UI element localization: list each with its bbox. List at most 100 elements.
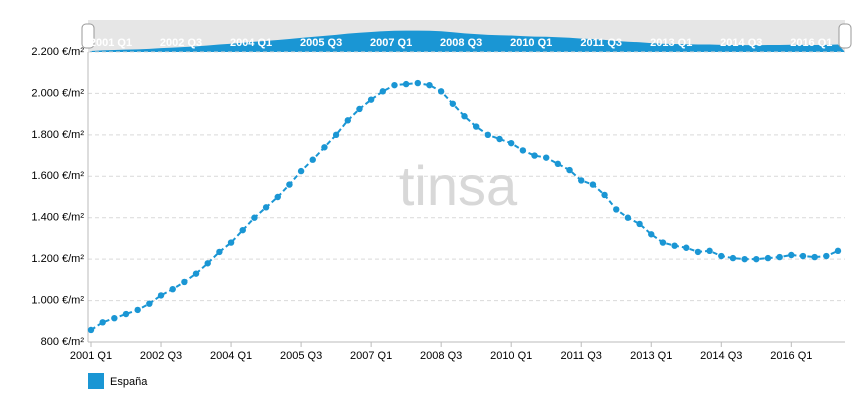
- data-point: [286, 181, 293, 188]
- data-point: [192, 270, 200, 277]
- data-point: [694, 248, 702, 256]
- navigator-label: 2014 Q3: [720, 37, 762, 49]
- data-point: [204, 260, 211, 267]
- data-point: [671, 242, 678, 249]
- x-tick-label: 2013 Q1: [630, 350, 672, 362]
- navigator-label: 2008 Q3: [440, 37, 482, 49]
- data-point: [496, 135, 503, 143]
- data-point: [414, 79, 422, 87]
- x-tick-label: 2010 Q1: [490, 350, 532, 362]
- data-point: [823, 252, 830, 260]
- data-point: [764, 254, 772, 262]
- data-point: [753, 255, 760, 263]
- y-tick-label: 1.400 €/m²: [31, 212, 84, 224]
- data-point: [146, 300, 153, 307]
- navigator-label: 2005 Q3: [300, 37, 342, 49]
- data-point: [589, 181, 597, 188]
- data-point: [122, 310, 130, 318]
- data-point: [426, 81, 433, 89]
- data-point: [87, 326, 95, 334]
- data-point: [729, 254, 737, 262]
- data-point: [111, 314, 118, 322]
- data-point: [461, 113, 468, 120]
- x-tick-label: 2005 Q3: [280, 350, 322, 362]
- data-point: [788, 251, 795, 259]
- navigator-area: [88, 30, 845, 52]
- data-point: [134, 306, 141, 314]
- data-point: [507, 139, 515, 147]
- legend-label: España: [110, 376, 148, 388]
- navigator-label: 2011 Q3: [580, 37, 622, 49]
- data-point: [578, 177, 585, 184]
- x-tick-label: 2016 Q1: [770, 350, 812, 362]
- navigator-label: 2010 Q1: [510, 37, 552, 49]
- x-tick-label: 2008 Q3: [420, 350, 462, 362]
- navigator-label: 2007 Q1: [370, 37, 412, 49]
- data-point: [554, 160, 562, 168]
- data-point: [251, 214, 258, 221]
- navigator-label: 2002 Q3: [160, 37, 202, 49]
- data-point: [321, 144, 328, 151]
- data-point: [367, 96, 375, 103]
- data-point: [99, 319, 106, 326]
- data-point: [624, 214, 632, 221]
- data-point: [683, 244, 690, 251]
- x-tick-label: 2014 Q3: [700, 350, 742, 362]
- x-tick-label: 2007 Q1: [350, 350, 392, 362]
- data-point: [239, 226, 246, 234]
- navigator-handle[interactable]: [838, 23, 852, 49]
- legend-swatch: [88, 373, 104, 389]
- data-point: [402, 80, 410, 88]
- navigator-handle[interactable]: [81, 23, 95, 49]
- navigator[interactable]: 2001 Q1 2002 Q3 2004 Q1 2005 Q3 2007 Q1 2008 …: [81, 23, 852, 52]
- x-tick-label: 2002 Q3: [140, 350, 182, 362]
- watermark: tinsa: [399, 154, 518, 217]
- data-point: [799, 252, 807, 260]
- x-tick-label: 2001 Q1: [70, 350, 112, 362]
- navigator-label: 2016 Q1: [790, 37, 832, 49]
- y-tick-label: 1.600 €/m²: [31, 170, 84, 182]
- data-point: [181, 278, 188, 286]
- data-point: [648, 231, 655, 238]
- data-point: [776, 253, 783, 261]
- data-point: [811, 253, 818, 261]
- data-point: [157, 292, 165, 299]
- data-point: [519, 147, 527, 154]
- data-point: [297, 167, 305, 175]
- data-point: [659, 239, 667, 246]
- data-point: [227, 239, 235, 246]
- data-point: [449, 100, 457, 107]
- data-point: [613, 206, 620, 213]
- data-point: [718, 252, 725, 260]
- data-point: [309, 156, 316, 163]
- data-point: [169, 285, 176, 293]
- data-point: [262, 204, 270, 211]
- data-point: [601, 191, 608, 199]
- data-point: [636, 220, 643, 228]
- data-point: [543, 154, 550, 161]
- data-point: [379, 88, 386, 95]
- y-tick-label: 2.200 €/m²: [31, 46, 84, 58]
- data-point: [356, 105, 363, 113]
- x-tick-label: 2011 Q3: [561, 350, 602, 362]
- data-point: [472, 123, 480, 130]
- data-point: [216, 248, 223, 256]
- navigator-label: 2004 Q1: [230, 37, 272, 49]
- y-tick-label: 2.000 €/m²: [31, 87, 84, 99]
- y-tick-label: 1.800 €/m²: [31, 129, 84, 141]
- data-point: [566, 166, 573, 174]
- data-point: [437, 88, 445, 95]
- y-tick-label: 1.000 €/m²: [31, 294, 84, 306]
- data-point: [344, 117, 351, 124]
- x-tick-label: 2004 Q1: [210, 350, 252, 362]
- data-point: [274, 193, 281, 201]
- data-point: [834, 247, 842, 255]
- data-point: [741, 255, 748, 263]
- data-point: [332, 131, 340, 139]
- y-tick-label: 1.200 €/m²: [31, 253, 84, 265]
- data-point: [484, 131, 492, 139]
- data-point: [391, 81, 398, 89]
- navigator-label: 2013 Q1: [650, 37, 692, 49]
- navigator-label: 2001 Q1: [90, 37, 132, 49]
